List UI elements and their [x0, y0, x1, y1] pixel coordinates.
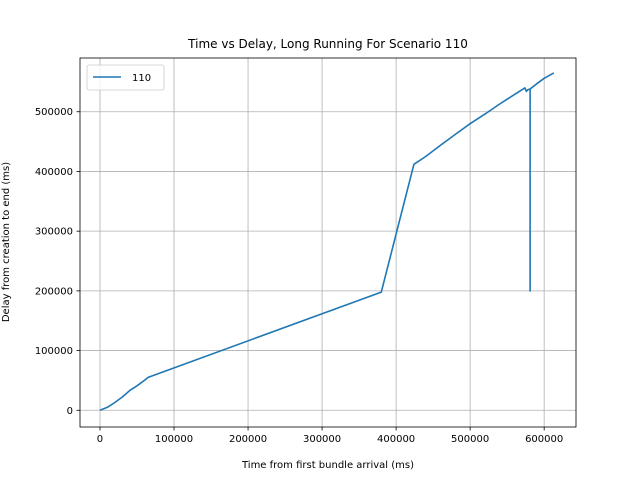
grid-layer [80, 58, 576, 427]
x-tick-label: 300000 [303, 434, 341, 445]
x-tick-label: 200000 [229, 434, 267, 445]
x-tick-label: 500000 [451, 434, 489, 445]
y-axis-label: Delay from creation to end (ms) [1, 162, 12, 322]
y-tick-label: 400000 [35, 167, 73, 178]
plot-frame [79, 57, 577, 428]
x-axis-label: Time from first bundle arrival (ms) [241, 460, 414, 471]
series-layer [99, 72, 555, 412]
y-tick-label: 500000 [35, 107, 73, 118]
x-tick-label: 400000 [377, 434, 415, 445]
legend: 110 [86, 64, 165, 91]
chart-title: Time vs Delay, Long Running For Scenario… [187, 37, 468, 51]
y-tick-label: 200000 [35, 286, 73, 297]
legend-box [86, 64, 165, 91]
x-tick-label: 600000 [525, 434, 563, 445]
x-tick-label: 0 [97, 434, 103, 445]
y-tick-label: 0 [67, 406, 73, 417]
y-tick-label: 100000 [35, 346, 73, 357]
x-tick-label: 100000 [155, 434, 193, 445]
tick-layer: 0 100000 200000 300000 400000 500000 600000 0 10… [35, 107, 563, 445]
y-tick-label: 300000 [35, 227, 73, 238]
series-line-110 [99, 72, 555, 412]
legend-label: 110 [132, 73, 151, 84]
